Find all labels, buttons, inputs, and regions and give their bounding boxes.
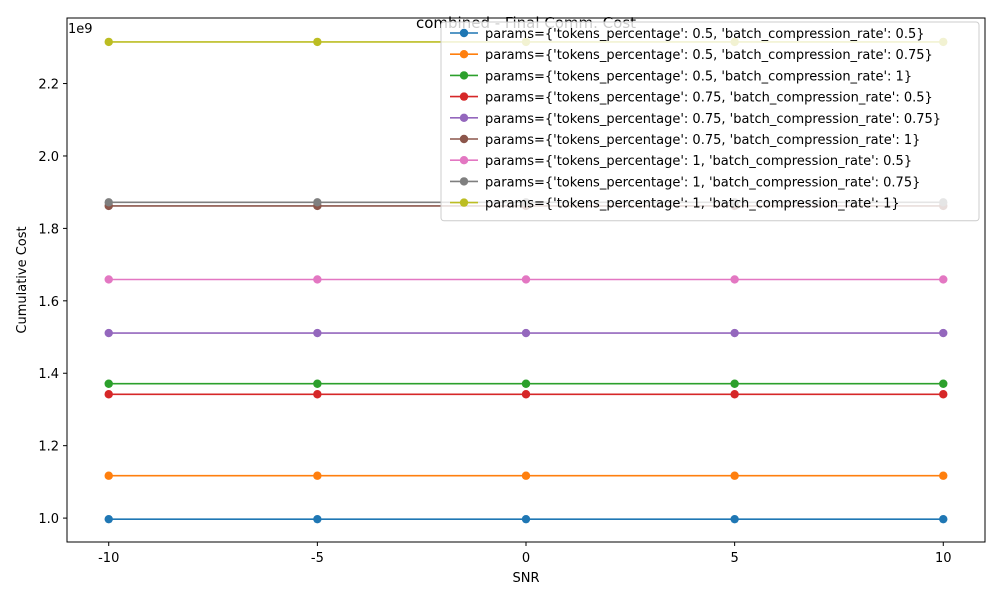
data-point-s2-5 <box>939 471 948 480</box>
legend-marker <box>459 50 469 59</box>
data-point-s4-1 <box>104 390 113 399</box>
data-point-s2-1 <box>104 471 113 480</box>
y-tick-label: 1.6 <box>38 295 59 310</box>
data-point-s4-5 <box>939 390 948 399</box>
legend-label: params={'tokens_percentage': 0.5, 'batch… <box>485 69 912 84</box>
y-tick-label: 1.2 <box>38 440 59 455</box>
legend-label: params={'tokens_percentage': 1, 'batch_c… <box>485 197 900 212</box>
x-tick-label: 5 <box>730 551 738 566</box>
data-point-s2-2 <box>313 471 322 480</box>
x-tick-label: -10 <box>98 551 119 566</box>
data-point-s1-2 <box>313 514 322 524</box>
legend-box <box>440 21 980 222</box>
data-point-s1-3 <box>521 514 531 524</box>
data-point-s7-3 <box>521 275 531 284</box>
y-axis-title: Cumulative Cost <box>15 226 30 333</box>
y-offset-label: 1e9 <box>68 22 93 37</box>
x-axis: -10 -5 0 5 10 <box>98 542 952 566</box>
data-point-s1-5 <box>939 514 948 524</box>
x-tick-label: 0 <box>522 551 530 566</box>
x-tick-label: -5 <box>311 551 324 566</box>
data-point-s8-2 <box>313 198 322 207</box>
data-point-s4-2 <box>313 390 322 399</box>
x-tick-label: 10 <box>935 551 952 566</box>
data-point-s9-1 <box>104 37 113 47</box>
data-point-s5-4 <box>730 328 739 338</box>
data-point-s8-1 <box>104 198 113 207</box>
legend-marker <box>459 71 469 80</box>
legend-label: params={'tokens_percentage': 0.75, 'batc… <box>485 133 920 148</box>
y-tick-label: 1.0 <box>38 512 59 527</box>
data-point-s7-2 <box>313 275 322 284</box>
legend-marker <box>459 92 469 101</box>
legend-marker <box>459 113 469 123</box>
legend-marker <box>459 156 469 165</box>
data-point-s3-4 <box>730 379 739 388</box>
legend-marker <box>459 134 469 144</box>
y-tick-label: 2.2 <box>38 78 59 93</box>
data-point-s1-1 <box>104 514 113 524</box>
data-point-s5-2 <box>313 328 322 338</box>
data-point-s7-4 <box>730 275 739 284</box>
data-point-s2-3 <box>521 471 531 480</box>
legend-label: params={'tokens_percentage': 0.75, 'batc… <box>485 112 941 127</box>
data-point-s3-2 <box>313 379 322 388</box>
data-point-s5-1 <box>104 328 113 338</box>
legend-label: params={'tokens_percentage': 1, 'batch_c… <box>485 175 920 190</box>
data-point-s5-3 <box>521 328 531 338</box>
x-axis-title: SNR <box>512 571 539 586</box>
legend: params={'tokens_percentage': 0.5, 'batch… <box>440 21 980 222</box>
data-point-s1-4 <box>730 514 739 524</box>
legend-label: params={'tokens_percentage': 0.75, 'batc… <box>485 91 933 106</box>
legend-label: params={'tokens_percentage': 0.5, 'batch… <box>485 48 933 63</box>
data-point-s9-2 <box>313 37 322 47</box>
data-point-s4-3 <box>521 390 531 399</box>
data-point-s2-4 <box>730 471 739 480</box>
data-point-s5-5 <box>939 328 948 338</box>
legend-marker <box>459 177 469 186</box>
data-point-s3-1 <box>104 379 113 388</box>
legend-label: params={'tokens_percentage': 1, 'batch_c… <box>485 154 912 169</box>
y-tick-label: 2.0 <box>38 150 59 165</box>
data-point-s4-4 <box>730 390 739 399</box>
y-tick-label: 1.8 <box>38 222 59 237</box>
legend-label: params={'tokens_percentage': 0.5, 'batch… <box>485 27 925 42</box>
data-point-s3-5 <box>939 379 948 388</box>
data-point-s7-5 <box>939 275 948 284</box>
legend-marker <box>459 198 469 207</box>
y-axis: 1.0 1.2 1.4 1.6 1.8 2.0 2.2 <box>38 78 67 527</box>
data-point-s7-1 <box>104 275 113 284</box>
data-point-s3-3 <box>521 379 531 388</box>
legend-marker <box>459 28 469 38</box>
y-tick-label: 1.4 <box>38 367 59 382</box>
